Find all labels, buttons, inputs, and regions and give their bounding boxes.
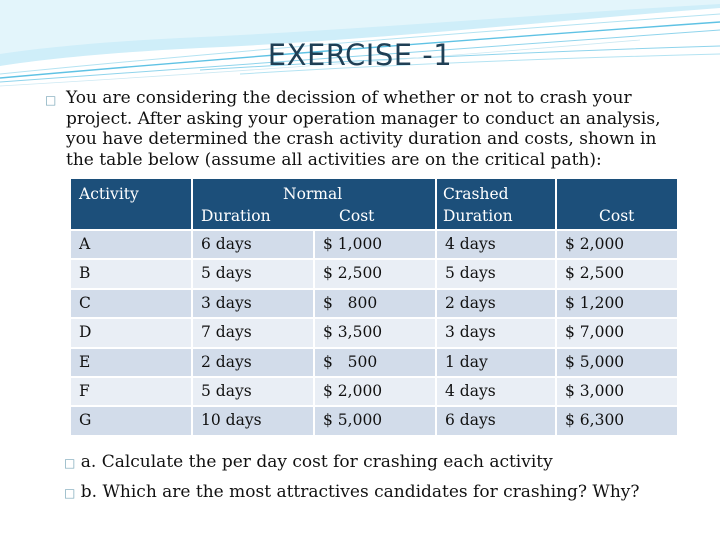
header-normal: Normal Duration Cost [192, 178, 436, 230]
question-a-text: a. Calculate the per day cost for crashi… [80, 452, 553, 472]
table-cell-crashed-duration: 4 days [436, 230, 556, 260]
table-cell-crashed-duration: 2 days [436, 288, 556, 319]
table-cell-normal-cost: $ 2,500 [314, 259, 436, 289]
table-cell-activity: A [70, 230, 192, 260]
table-cell-normal-cost: $ 1,000 [314, 230, 436, 260]
table-cell-activity: E [70, 347, 192, 377]
table-cell-normal-cost: $ 5,000 [314, 406, 436, 436]
header-normal-duration: Duration [201, 207, 271, 225]
question-a: □ a. Calculate the per day cost for cras… [64, 448, 640, 478]
header-crashed: Crashed Duration [436, 178, 556, 230]
table-cell-normal-cost: $ 800 [314, 288, 436, 319]
table-cell-normal-cost: $ 2,000 [314, 377, 436, 407]
header-normal-cost: Cost [339, 207, 375, 225]
table-cell-crashed-cost: $ 3,000 [556, 377, 678, 407]
square-bullet-icon: □ [64, 456, 76, 470]
table-cell-normal-duration: 5 days [192, 377, 314, 407]
table-cell-activity: F [70, 377, 192, 407]
table-cell-crashed-cost: $ 2,500 [556, 259, 678, 289]
table-cell-normal-duration: 10 days [192, 406, 314, 436]
table-cell-crashed-duration: 6 days [436, 406, 556, 436]
header-crashed-label: Crashed [443, 185, 509, 203]
intro-text: You are considering the decission of whe… [66, 88, 661, 170]
header-crashed-cost: Cost [599, 207, 635, 225]
header-normal-label: Normal [283, 185, 343, 203]
table-cell-crashed-duration: 5 days [436, 259, 556, 289]
page-title: EXERCISE -1 [267, 38, 453, 72]
table-cell-normal-duration: 6 days [192, 230, 314, 260]
table-cell-crashed-duration: 1 day [436, 347, 556, 377]
table-cell-activity: D [70, 318, 192, 348]
question-b-text: b. Which are the most attractives candid… [80, 482, 640, 502]
questions: □ a. Calculate the per day cost for cras… [64, 448, 640, 508]
table-cell-normal-cost: $ 3,500 [314, 318, 436, 348]
table-cell-activity: C [70, 288, 192, 319]
table-cell-crashed-cost: $ 5,000 [556, 347, 678, 377]
wave-lines-icon [0, 0, 720, 87]
table-cell-activity: G [70, 406, 192, 436]
table-cell-normal-duration: 3 days [192, 288, 314, 319]
table-cell-normal-cost: $ 500 [314, 347, 436, 377]
crash-cost-table: Activity Normal Duration Cost Crashed Du… [70, 178, 678, 436]
table-cell-normal-duration: 5 days [192, 259, 314, 289]
table-cell-crashed-duration: 3 days [436, 318, 556, 348]
header-activity: Activity [70, 178, 192, 230]
table-cell-crashed-cost: $ 1,200 [556, 288, 678, 319]
table-cell-crashed-cost: $ 2,000 [556, 230, 678, 260]
table-cell-activity: B [70, 259, 192, 289]
table-cell-crashed-cost: $ 6,300 [556, 406, 678, 436]
table-cell-normal-duration: 7 days [192, 318, 314, 348]
table-cell-normal-duration: 2 days [192, 347, 314, 377]
question-b: □ b. Which are the most attractives cand… [64, 478, 640, 508]
header-crashed-duration: Duration [443, 207, 513, 225]
table-cell-crashed-duration: 4 days [436, 377, 556, 407]
intro-paragraph: □ You are considering the decission of w… [45, 88, 688, 170]
table-cell-crashed-cost: $ 7,000 [556, 318, 678, 348]
header-activity-label: Activity [79, 185, 139, 203]
header-crashed-cost-cell: Cost [556, 178, 678, 230]
square-bullet-icon: □ [45, 93, 57, 107]
square-bullet-icon: □ [64, 486, 76, 500]
